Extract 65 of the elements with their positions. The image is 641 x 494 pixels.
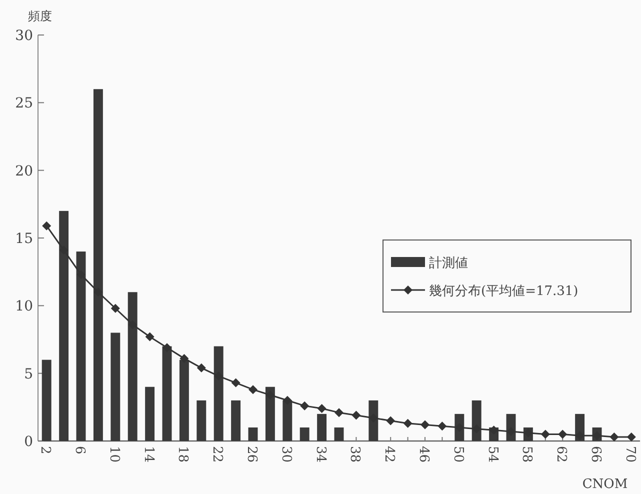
x-tick-label: 66: [588, 446, 603, 463]
point: [368, 413, 378, 422]
y-axis-title: 頻度: [28, 9, 52, 23]
y-tick-label: 25: [15, 96, 33, 112]
point: [196, 363, 206, 372]
y-tick-label: 30: [15, 28, 33, 44]
x-tick-label: 42: [382, 446, 397, 463]
x-tick-label: 22: [210, 446, 225, 463]
x-tick-label: 54: [484, 446, 500, 463]
x-axis-title: CNOM: [582, 477, 628, 492]
y-tick-label: 15: [15, 231, 33, 247]
x-tick-label: 38: [347, 446, 362, 463]
bar: [248, 427, 258, 441]
point: [110, 304, 120, 313]
y-tick-label: 20: [15, 163, 33, 180]
point: [59, 246, 68, 255]
x-tick-label: 34: [312, 446, 328, 463]
point: [626, 432, 636, 442]
bar: [110, 332, 120, 441]
point: [266, 390, 275, 400]
point: [94, 288, 103, 297]
bar: [196, 400, 206, 441]
point: [162, 343, 172, 352]
x-tick-label: 14: [140, 446, 156, 463]
point: [145, 332, 154, 342]
point: [300, 401, 310, 410]
x-tick-label: 10: [106, 446, 122, 463]
bar: [300, 427, 310, 441]
point: [180, 354, 189, 363]
x-tick-label: 26: [244, 446, 259, 463]
x-tick-label: 2: [38, 446, 53, 454]
point: [438, 422, 447, 431]
point: [610, 432, 619, 442]
point: [352, 410, 361, 420]
bar: [231, 400, 241, 441]
x-tick-label: 18: [175, 446, 190, 463]
point: [231, 378, 240, 388]
point: [334, 408, 344, 418]
x-tick-label: 30: [278, 446, 294, 463]
x-tick-label: 70: [622, 446, 638, 463]
point: [76, 270, 86, 280]
point: [42, 221, 52, 230]
y-tick-label: 5: [24, 366, 33, 382]
point: [403, 418, 412, 428]
legend-label: 計測値: [429, 256, 468, 271]
point: [128, 320, 138, 330]
point: [282, 396, 292, 405]
point: [420, 420, 430, 430]
point: [248, 385, 258, 394]
y-tick-label: 10: [15, 298, 33, 315]
bar: [334, 427, 344, 441]
x-tick-label: 50: [450, 446, 466, 463]
x-tick-label: 62: [554, 446, 569, 463]
bar: [145, 386, 155, 441]
point: [214, 372, 224, 381]
x-tick-label: 58: [519, 446, 534, 463]
legend-label: 幾何分布(平均値=17.31): [429, 284, 578, 299]
y-tick-label: 0: [24, 434, 33, 450]
point: [386, 416, 396, 426]
x-tick-label: 46: [416, 446, 431, 463]
bar: [42, 360, 52, 441]
point: [558, 430, 568, 439]
x-tick-label: 6: [72, 446, 87, 454]
point: [540, 430, 550, 439]
point: [317, 404, 326, 414]
